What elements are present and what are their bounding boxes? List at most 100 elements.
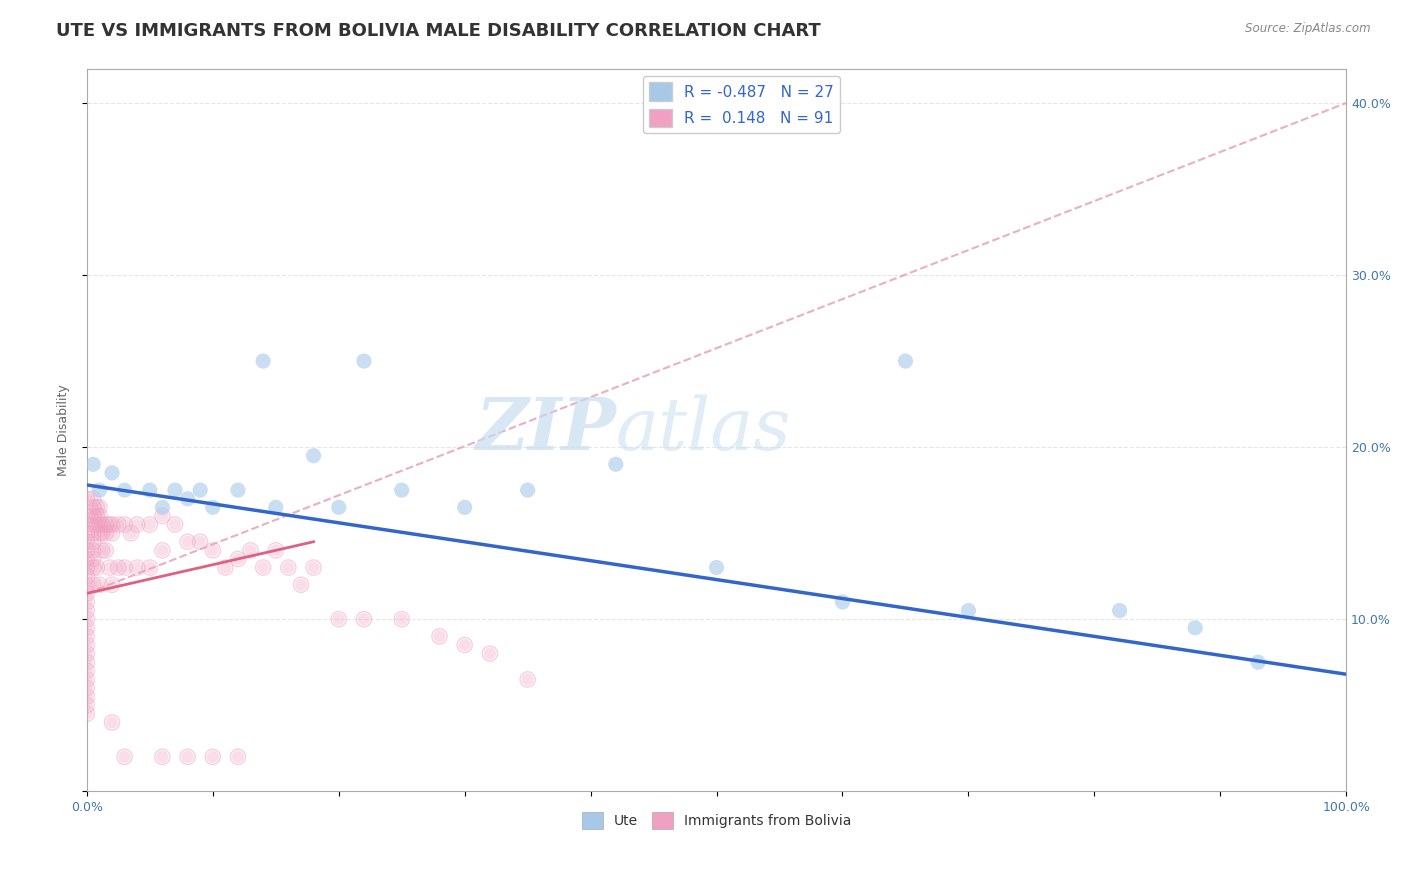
Point	[152, 749, 174, 764]
Text: atlas: atlas	[616, 394, 792, 465]
Point	[76, 698, 98, 713]
Point	[76, 655, 98, 669]
Point	[252, 560, 274, 574]
Point	[176, 534, 198, 549]
Point	[277, 560, 299, 574]
Point	[98, 560, 121, 574]
Point	[76, 552, 98, 566]
Point	[139, 560, 162, 574]
Point	[252, 354, 274, 368]
Point	[76, 604, 98, 618]
Point	[328, 500, 350, 515]
Point	[264, 500, 287, 515]
Point	[76, 698, 98, 713]
Point	[76, 638, 98, 652]
Point	[114, 749, 136, 764]
Point	[1247, 655, 1270, 669]
Point	[82, 500, 104, 515]
Point	[89, 526, 111, 541]
Point	[76, 578, 98, 592]
Point	[82, 578, 104, 592]
Point	[127, 517, 149, 532]
Point	[429, 629, 451, 643]
Point	[226, 552, 249, 566]
Point	[302, 449, 325, 463]
Point	[82, 526, 104, 541]
Point	[91, 517, 114, 532]
Point	[163, 517, 186, 532]
Point	[76, 681, 98, 695]
Point	[114, 560, 136, 574]
Point	[91, 526, 114, 541]
Point	[152, 508, 174, 523]
Point	[82, 552, 104, 566]
Point	[214, 560, 236, 574]
Point	[114, 749, 136, 764]
Point	[226, 552, 249, 566]
Point	[957, 604, 980, 618]
Point	[76, 569, 98, 583]
Point	[516, 673, 538, 687]
Point	[76, 673, 98, 687]
Point	[82, 517, 104, 532]
Point	[831, 595, 853, 609]
Legend: Ute, Immigrants from Bolivia: Ute, Immigrants from Bolivia	[576, 807, 856, 835]
Point	[76, 647, 98, 661]
Point	[328, 612, 350, 626]
Point	[89, 508, 111, 523]
Point	[114, 560, 136, 574]
Point	[76, 569, 98, 583]
Point	[120, 526, 142, 541]
Point	[277, 560, 299, 574]
Point	[76, 629, 98, 643]
Point	[86, 517, 108, 532]
Text: UTE VS IMMIGRANTS FROM BOLIVIA MALE DISABILITY CORRELATION CHART: UTE VS IMMIGRANTS FROM BOLIVIA MALE DISA…	[56, 22, 821, 40]
Point	[152, 508, 174, 523]
Point	[76, 629, 98, 643]
Point	[76, 706, 98, 721]
Point	[76, 517, 98, 532]
Point	[201, 749, 224, 764]
Point	[82, 543, 104, 558]
Point	[86, 508, 108, 523]
Point	[107, 560, 129, 574]
Point	[76, 560, 98, 574]
Point	[152, 500, 174, 515]
Point	[86, 508, 108, 523]
Point	[264, 543, 287, 558]
Point	[82, 560, 104, 574]
Point	[76, 534, 98, 549]
Point	[76, 647, 98, 661]
Point	[188, 483, 211, 497]
Point	[82, 534, 104, 549]
Point	[139, 517, 162, 532]
Point	[76, 612, 98, 626]
Point	[76, 508, 98, 523]
Point	[163, 517, 186, 532]
Point	[82, 543, 104, 558]
Point	[76, 664, 98, 678]
Point	[76, 534, 98, 549]
Point	[101, 526, 124, 541]
Point	[226, 749, 249, 764]
Point	[86, 500, 108, 515]
Point	[201, 543, 224, 558]
Point	[91, 543, 114, 558]
Point	[89, 508, 111, 523]
Point	[101, 517, 124, 532]
Point	[82, 517, 104, 532]
Point	[239, 543, 262, 558]
Point	[302, 560, 325, 574]
Point	[107, 560, 129, 574]
Point	[101, 466, 124, 480]
Text: Source: ZipAtlas.com: Source: ZipAtlas.com	[1246, 22, 1371, 36]
Point	[114, 483, 136, 497]
Point	[176, 749, 198, 764]
Point	[82, 458, 104, 472]
Point	[391, 612, 413, 626]
Point	[101, 715, 124, 730]
Point	[605, 458, 627, 472]
Point	[94, 517, 117, 532]
Point	[86, 560, 108, 574]
Text: ZIP: ZIP	[475, 394, 616, 466]
